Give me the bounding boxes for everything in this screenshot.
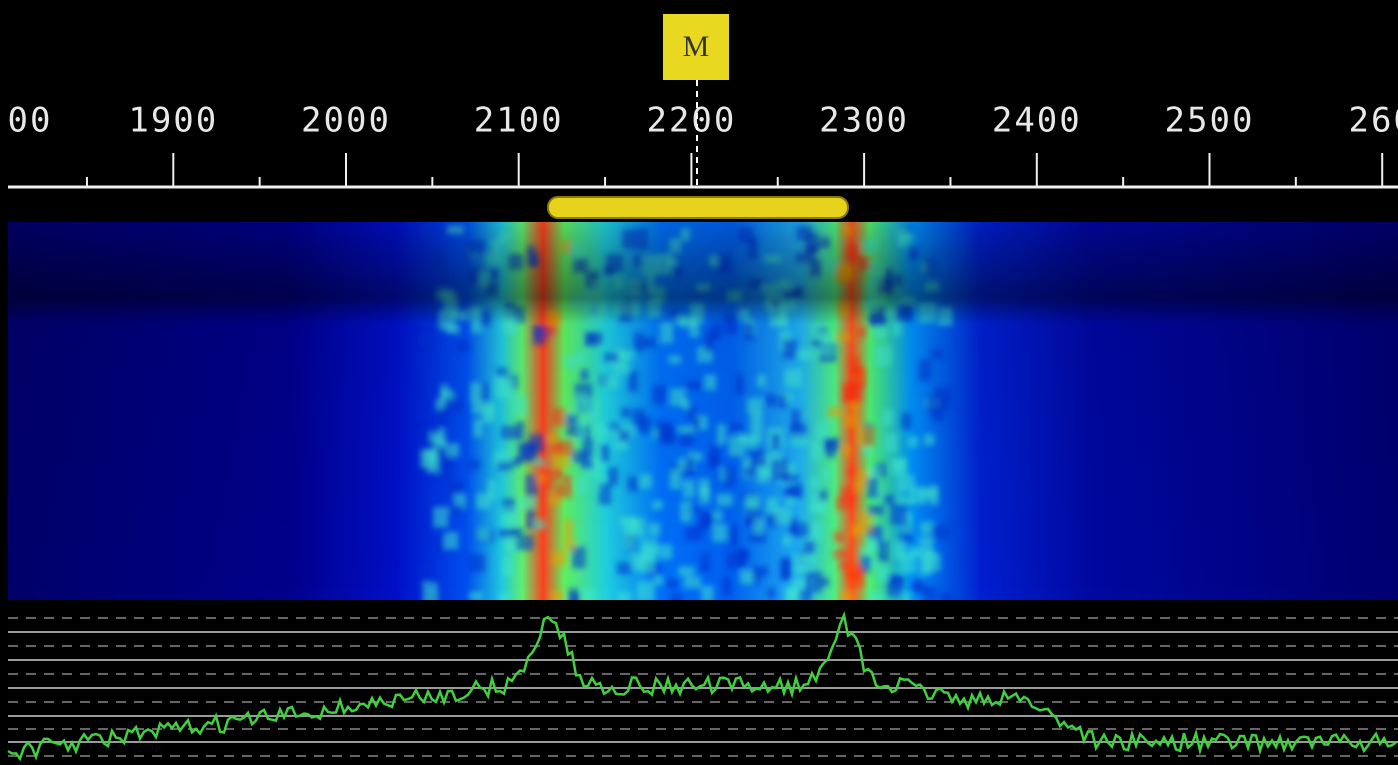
scale-label: 2200: [646, 101, 736, 141]
scale-label: 260: [1348, 101, 1398, 141]
scale-label: 2100: [474, 101, 564, 141]
scale-label: 1900: [128, 101, 218, 141]
scale-label: 2300: [819, 101, 909, 141]
scale-label: 2400: [992, 101, 1082, 141]
spectrum-panel: [8, 600, 1398, 765]
waterfall-shade: [8, 222, 1398, 600]
scale-label: 2500: [1165, 101, 1255, 141]
bandwidth-bar: [548, 197, 848, 218]
marker-label: M: [683, 30, 710, 63]
scale-label: 2000: [301, 101, 391, 141]
page: 001900200021002200230024002500260 M (() …: [0, 0, 1398, 765]
scale-label: 00: [8, 101, 53, 141]
waterfall-window: 00 1900 2000 2100 2200 2300 2400 2500 260 M: [0, 0, 1398, 765]
